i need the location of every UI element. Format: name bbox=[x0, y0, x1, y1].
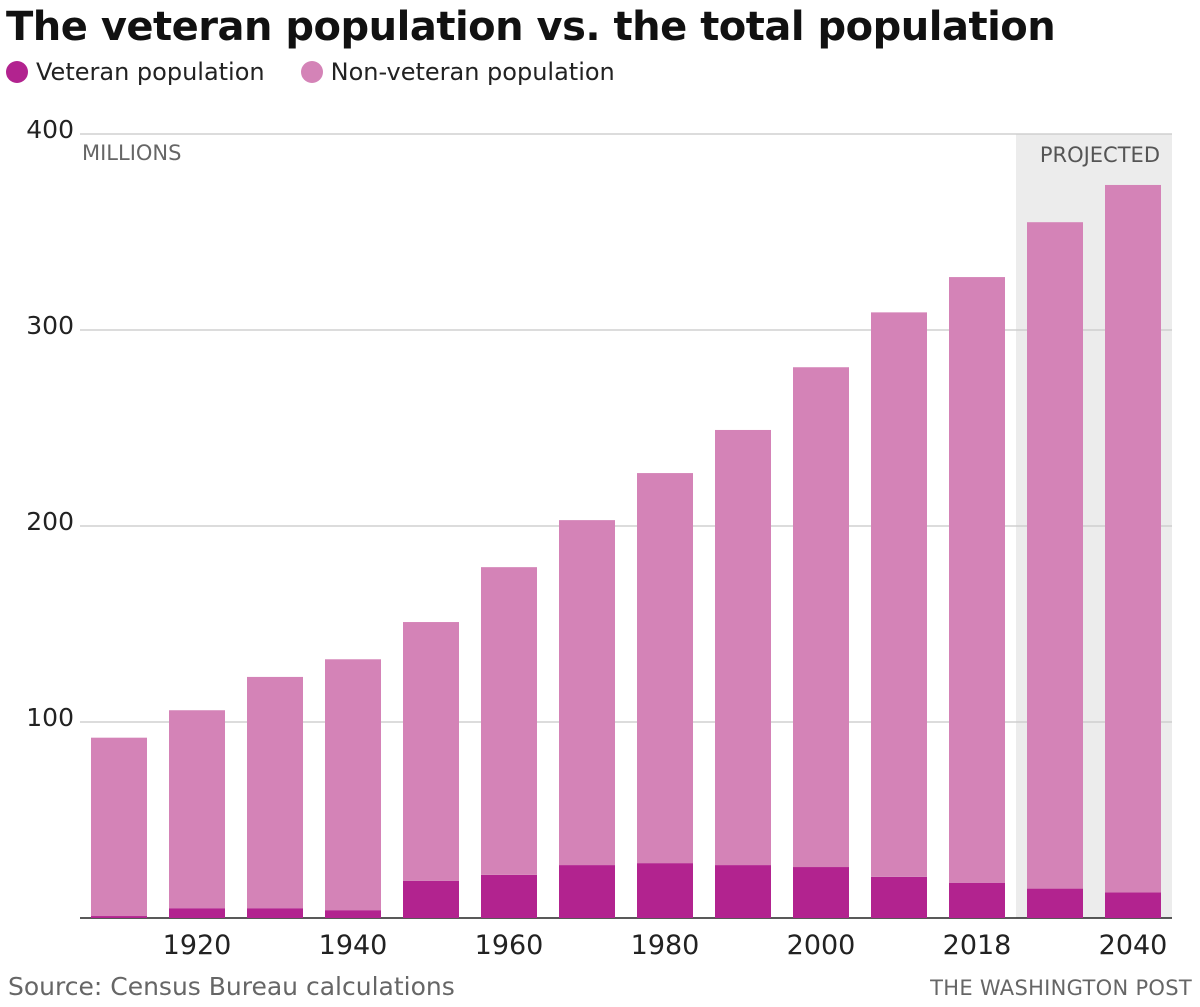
legend-swatch-non-veteran bbox=[300, 61, 323, 83]
bar-non-veteran-1910 bbox=[91, 737, 147, 917]
bar-veteran-1980 bbox=[637, 863, 693, 918]
y-tick-label-300: 300 bbox=[26, 311, 74, 340]
x-tick-label-1920: 1920 bbox=[163, 930, 232, 961]
bar-non-veteran-1980 bbox=[637, 473, 693, 864]
source-note: Source: Census Bureau calculations bbox=[8, 972, 455, 1001]
bar-veteran-1920 bbox=[169, 908, 225, 918]
x-tick-label-1960: 1960 bbox=[475, 930, 544, 961]
bar-non-veteran-1970 bbox=[559, 520, 615, 866]
x-tick-label-2018: 2018 bbox=[943, 930, 1012, 961]
bar-veteran-1970 bbox=[559, 865, 615, 918]
chart-title: The veteran population vs. the total pop… bbox=[6, 4, 1056, 50]
bar-veteran-1960 bbox=[481, 874, 537, 918]
bar-non-veteran-1920 bbox=[169, 710, 225, 909]
bar-veteran-2030 bbox=[1027, 888, 1083, 918]
bar-veteran-1940 bbox=[325, 910, 381, 918]
bar-veteran-1950 bbox=[403, 880, 459, 918]
legend-item-non-veteran: Non-veteran population bbox=[300, 58, 615, 86]
legend-label-non-veteran: Non-veteran population bbox=[330, 58, 615, 86]
bar-veteran-1990 bbox=[715, 865, 771, 918]
legend-item-veteran: Veteran population bbox=[6, 58, 265, 86]
bar-non-veteran-2010 bbox=[871, 312, 927, 877]
x-tick-label-1940: 1940 bbox=[319, 930, 388, 961]
bar-non-veteran-1960 bbox=[481, 567, 537, 875]
bar-non-veteran-2040 bbox=[1105, 184, 1161, 893]
x-tick-label-2040: 2040 bbox=[1099, 930, 1168, 961]
y-tick-label-100: 100 bbox=[26, 703, 74, 732]
legend-label-veteran: Veteran population bbox=[36, 58, 265, 86]
bar-non-veteran-2018 bbox=[949, 277, 1005, 883]
y-tick-label-200: 200 bbox=[26, 507, 74, 536]
y-tick-label-400: 400 bbox=[26, 115, 74, 144]
legend: Veteran population Non-veteran populatio… bbox=[6, 58, 651, 86]
bar-veteran-1910 bbox=[91, 916, 147, 918]
x-tick-label-1980: 1980 bbox=[631, 930, 700, 961]
bar-non-veteran-2000 bbox=[793, 367, 849, 868]
bar-non-veteran-1990 bbox=[715, 429, 771, 866]
bar-veteran-2000 bbox=[793, 867, 849, 918]
x-tick-label-2000: 2000 bbox=[787, 930, 856, 961]
bar-veteran-2018 bbox=[949, 882, 1005, 918]
projected-label: PROJECTED bbox=[1040, 143, 1160, 167]
legend-swatch-veteran bbox=[6, 61, 28, 83]
bar-non-veteran-1950 bbox=[403, 622, 459, 881]
bar-non-veteran-1940 bbox=[325, 659, 381, 911]
bar-veteran-1930 bbox=[247, 908, 303, 918]
bar-non-veteran-1930 bbox=[247, 676, 303, 909]
credit-line: THE WASHINGTON POST bbox=[930, 976, 1192, 1000]
bar-non-veteran-2030 bbox=[1027, 222, 1083, 889]
bar-veteran-2040 bbox=[1105, 892, 1161, 918]
bar-veteran-2010 bbox=[871, 876, 927, 918]
units-label: MILLIONS bbox=[82, 141, 181, 165]
